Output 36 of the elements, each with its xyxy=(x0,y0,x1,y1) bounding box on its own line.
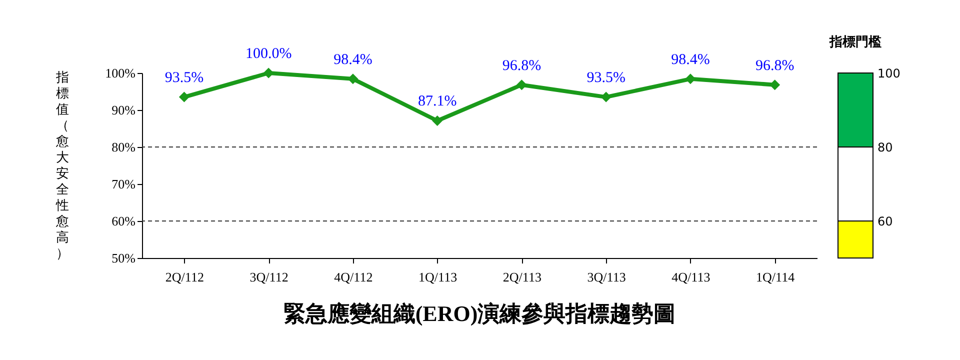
chart-title: 指標門檻 xyxy=(828,35,882,50)
x-tick-label: 4Q/113 xyxy=(672,270,710,284)
data-label: 96.8% xyxy=(502,58,542,74)
y-tick-label: 100% xyxy=(105,66,136,80)
y-tick-label: 50% xyxy=(112,250,136,266)
text: 指標值（愈大安全性愈高） xyxy=(56,70,69,262)
point xyxy=(685,74,696,84)
x-tick-label: 3Q/112 xyxy=(250,270,288,284)
data-label: 87.1% xyxy=(418,94,457,110)
point xyxy=(348,74,358,84)
data-label: 93.5% xyxy=(164,70,204,86)
point xyxy=(432,115,443,126)
point xyxy=(770,80,780,90)
x-tick-label: 4Q/112 xyxy=(334,270,373,284)
x-tick-label: 1Q/114 xyxy=(756,270,796,284)
point xyxy=(516,80,527,90)
point xyxy=(263,68,274,78)
y-tick-label: 70% xyxy=(112,176,136,192)
point xyxy=(600,92,612,102)
y-tick-label: 100 xyxy=(878,66,900,80)
y-tick-label: 60% xyxy=(112,214,136,228)
x-tick-label: 2Q/112 xyxy=(165,270,204,284)
data-label: 96.8% xyxy=(755,58,794,74)
x-tick-label: 2Q/113 xyxy=(502,270,542,284)
x-tick-label: 1Q/113 xyxy=(418,270,458,284)
x-tick-label: 3Q/113 xyxy=(587,270,626,284)
data-label: 98.4% xyxy=(671,52,710,68)
data-label: 93.5% xyxy=(586,70,626,86)
point xyxy=(178,92,190,102)
data-label: 100.0% xyxy=(245,46,292,62)
y-tick-label: 80 xyxy=(878,140,893,154)
text: 緊急應變組織(ERO)演練參與指標趨勢圖 xyxy=(283,301,676,326)
y-tick-label: 80% xyxy=(112,140,136,154)
y-tick-label: 90% xyxy=(112,102,136,118)
y-tick-label: 60 xyxy=(878,214,893,228)
data-label: 98.4% xyxy=(334,52,372,68)
